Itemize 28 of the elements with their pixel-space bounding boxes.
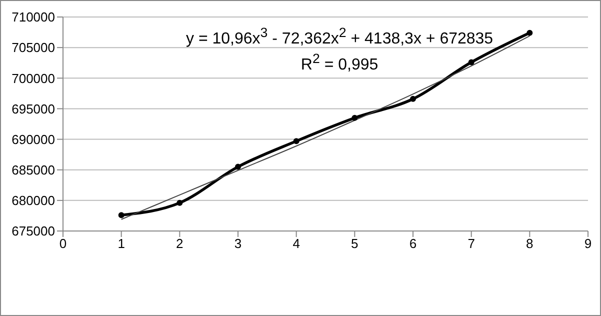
x-tick-label: 2 — [176, 236, 184, 252]
x-tick-label: 4 — [292, 236, 300, 252]
x-tick-label: 8 — [526, 236, 534, 252]
y-tick-label: 700000 — [12, 70, 55, 86]
point — [468, 59, 474, 66]
x-tick-label: 3 — [234, 236, 242, 252]
x-tick-label: 9 — [584, 236, 592, 252]
y-tick-label: 695000 — [12, 101, 55, 116]
point — [235, 164, 241, 170]
annotation: R$^{2}$ = 0,995 — [300, 50, 380, 76]
point — [352, 114, 358, 121]
point — [293, 138, 300, 144]
point — [118, 212, 124, 218]
x-tick-label: 7 — [468, 236, 475, 252]
x-tick-label: 6 — [409, 236, 417, 252]
y-tick-label: 690000 — [12, 132, 55, 147]
y-tick-label: 675000 — [12, 224, 55, 239]
x-tick-label: 1 — [118, 236, 125, 252]
y-tick-label: 680000 — [12, 193, 55, 208]
x-tick-label: 5 — [351, 236, 358, 252]
point — [410, 96, 416, 102]
annotation: y = 10,96x$^{3}$ - 72,362x$^{2}$ + 4138,3x + 672835 — [186, 24, 494, 50]
y-tick-label: 685000 — [12, 162, 55, 178]
x-tick-label: 0 — [59, 236, 67, 252]
y-tick-label: 710000 — [12, 10, 55, 25]
point — [526, 30, 533, 36]
point — [176, 200, 183, 206]
y-tick-label: 705000 — [12, 40, 55, 56]
